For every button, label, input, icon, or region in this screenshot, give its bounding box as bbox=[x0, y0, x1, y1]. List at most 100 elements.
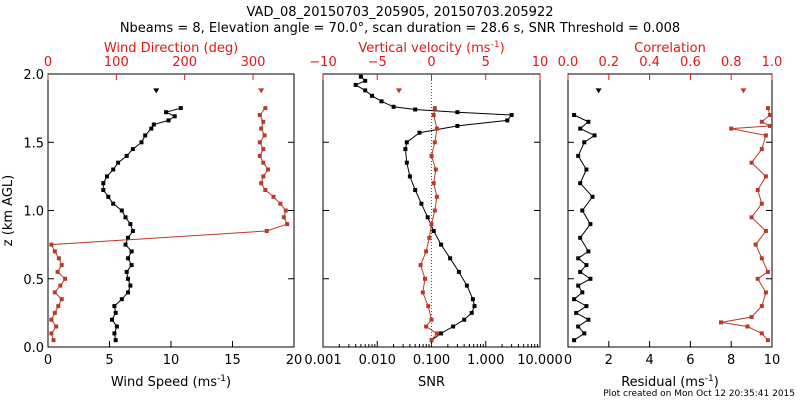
correlation-point bbox=[759, 119, 764, 124]
wind-speed-point bbox=[113, 338, 118, 343]
wind-direction-point bbox=[51, 338, 56, 343]
residual-panel: 0 2 4 6 8 10 0.0 0.2 0.4 0.6 0.8 1.0 Residual (ms-1)… bbox=[558, 41, 783, 390]
wind-bottom-tick-label: 10 bbox=[163, 353, 180, 368]
wind-direction-point bbox=[52, 290, 57, 295]
correlation-point bbox=[765, 338, 770, 343]
snr-top-axis-label-text: Vertical velocity (ms bbox=[358, 41, 490, 56]
wind-speed-point bbox=[129, 249, 134, 254]
snr-point bbox=[370, 93, 374, 98]
vertical-velocity-top-marker-point bbox=[395, 88, 402, 94]
residual-point bbox=[572, 297, 577, 302]
wind-speed-point bbox=[124, 153, 129, 158]
residual-top-tick-label: 0.8 bbox=[721, 55, 742, 70]
snr-series-group bbox=[353, 74, 514, 343]
snr-bottom-tick-label: 0.010 bbox=[359, 353, 396, 368]
wind-direction-point bbox=[264, 229, 269, 233]
wind-speed-point bbox=[105, 174, 109, 179]
residual-bottom-tick-label: 2 bbox=[605, 353, 613, 368]
snr-point bbox=[413, 107, 418, 112]
residual-top-axis-label: Correlation bbox=[634, 41, 706, 56]
figure-subtitle: Nbeams = 8, Elevation angle = 70.0°, sca… bbox=[120, 21, 680, 36]
correlation-point bbox=[755, 276, 760, 281]
residual-point bbox=[576, 153, 581, 158]
wind-direction-point bbox=[283, 208, 288, 213]
wind-speed-point bbox=[123, 242, 128, 247]
wind-speed-point bbox=[130, 229, 135, 233]
residual-bottom-axis-label-close: ) bbox=[714, 375, 719, 390]
wind-speed-point bbox=[101, 188, 106, 192]
snr-top-tick-label: −5 bbox=[368, 55, 387, 70]
snr-point bbox=[425, 215, 430, 220]
snr-top-tick-label: 5 bbox=[482, 55, 490, 70]
snr-point bbox=[413, 188, 418, 192]
snr-point bbox=[353, 82, 358, 87]
residual-point bbox=[576, 256, 581, 261]
wind-speed-point bbox=[126, 276, 130, 281]
wind-direction-point bbox=[54, 324, 59, 329]
wind-direction-point bbox=[56, 304, 61, 309]
wind-direction-point bbox=[261, 174, 266, 179]
snr-top-tick-label: 0 bbox=[427, 55, 435, 70]
wind-speed-point bbox=[143, 133, 148, 138]
figure-title: VAD_08_20150703_205905, 20150703.205922 bbox=[247, 5, 554, 20]
snr-top-tick-label: 10 bbox=[532, 55, 549, 70]
wind-direction-point bbox=[58, 283, 63, 288]
snr-point bbox=[404, 160, 409, 165]
vertical-velocity-point bbox=[429, 222, 434, 227]
wind-series-group bbox=[49, 88, 290, 343]
wind-bottom-axis-label-close: ) bbox=[226, 375, 231, 390]
residual-point bbox=[582, 140, 587, 145]
vertical-velocity-point bbox=[433, 167, 438, 172]
wind-speed-point bbox=[126, 256, 130, 261]
wind-direction-point bbox=[259, 126, 264, 131]
correlation-point bbox=[763, 174, 768, 179]
snr-panel: 0.001 0.010 0.100 1.000 10.000 −10 −5 0 5 10 SNR Ve… bbox=[304, 40, 562, 390]
vertical-velocity-point bbox=[429, 338, 434, 343]
vertical-velocity-line bbox=[420, 108, 438, 341]
wind-speed-point bbox=[101, 181, 106, 186]
wind-direction-point bbox=[263, 106, 268, 111]
wind-direction-point bbox=[263, 188, 268, 192]
y-tick-label: 1.0 bbox=[23, 205, 44, 220]
snr-point bbox=[403, 147, 408, 152]
wind-speed-point bbox=[126, 290, 130, 295]
residual-point bbox=[582, 331, 587, 336]
wind-top-tick-label: 200 bbox=[172, 55, 197, 70]
correlation-point bbox=[745, 324, 750, 329]
wind-direction-top-marker-point bbox=[258, 88, 265, 94]
residual-bottom-tick-label: 10 bbox=[764, 353, 781, 368]
snr-point bbox=[419, 201, 424, 206]
snr-bottom-tick-label: 1.000 bbox=[467, 353, 504, 368]
wind-direction-point bbox=[59, 263, 64, 268]
residual-point bbox=[588, 276, 593, 281]
wind-speed-point bbox=[126, 235, 130, 240]
residual-point bbox=[576, 324, 581, 329]
wind-bottom-tick-label: 15 bbox=[224, 353, 241, 368]
wind-speed-point bbox=[106, 194, 111, 199]
residual-point bbox=[578, 126, 583, 131]
wind-speed-point bbox=[130, 147, 135, 152]
wind-direction-point bbox=[257, 153, 262, 158]
vertical-velocity-point bbox=[432, 106, 437, 111]
wind-top-tick-label: 300 bbox=[241, 55, 266, 70]
residual-point bbox=[578, 181, 583, 186]
wind-bottom-axis-label-superscript: -1 bbox=[217, 374, 226, 384]
correlation-point bbox=[729, 126, 734, 131]
residual-series-group bbox=[572, 88, 772, 343]
correlation-point bbox=[749, 160, 754, 165]
vertical-velocity-point bbox=[432, 208, 437, 213]
correlation-point bbox=[759, 256, 764, 261]
y-tick-label: 0.5 bbox=[23, 273, 44, 288]
snr-top-axis-label-close: ) bbox=[500, 41, 505, 56]
snr-point bbox=[363, 88, 368, 93]
wind-speed-point bbox=[123, 215, 128, 220]
correlation-line bbox=[720, 107, 772, 341]
wind-direction-point bbox=[281, 215, 286, 220]
y-tick-label: 2.0 bbox=[23, 68, 44, 83]
residual-top-tick-label: 0.2 bbox=[598, 55, 619, 70]
wind-speed-point bbox=[111, 167, 116, 172]
wind-top-tick-label: 100 bbox=[104, 55, 129, 70]
wind-speed-point bbox=[124, 269, 129, 274]
snr-top-axis-label: Vertical velocity (ms-1) bbox=[358, 40, 504, 56]
